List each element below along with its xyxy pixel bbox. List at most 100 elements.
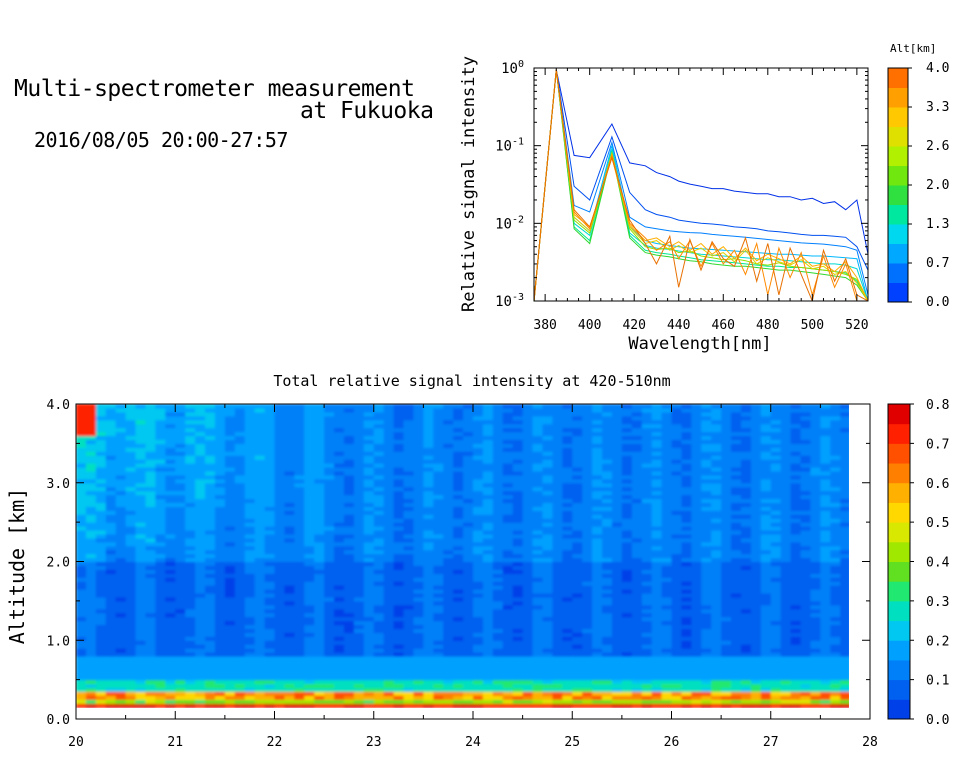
heatmap-cell	[542, 451, 554, 456]
heatmap-cell	[264, 447, 276, 452]
heatmap-cell	[512, 695, 524, 700]
heatmap-cell	[125, 498, 137, 504]
heatmap-cell	[641, 459, 653, 464]
heatmap-cell	[413, 565, 424, 570]
heatmap-cell	[651, 593, 663, 598]
heatmap-cell	[631, 490, 643, 496]
heatmap-cell	[592, 526, 603, 531]
heatmap-cell	[324, 470, 335, 476]
heatmap-cell	[502, 404, 514, 409]
heatmap-cell	[611, 691, 623, 696]
heatmap-cell	[592, 482, 603, 488]
heatmap-cell	[423, 608, 434, 614]
heatmap-cell	[343, 604, 355, 610]
heatmap-cell	[95, 431, 107, 437]
heatmap-cell	[621, 463, 633, 468]
heatmap-cell	[85, 463, 97, 468]
heatmap-cell	[145, 506, 157, 511]
heatmap-cell	[403, 474, 415, 480]
heatmap-cell	[264, 644, 276, 649]
heatmap-cell	[195, 612, 206, 618]
heatmap-cell	[423, 604, 434, 610]
heatmap-cell	[115, 604, 127, 610]
heatmap-cell	[681, 659, 692, 665]
heatmap-cell	[592, 537, 603, 543]
heatmap-cell	[453, 470, 464, 476]
heatmap-cell	[473, 553, 484, 559]
heatmap-cell	[641, 624, 653, 630]
heatmap-cell	[651, 671, 663, 677]
heatmap-cell	[254, 537, 266, 543]
heatmap-cell	[334, 443, 345, 448]
heatmap-cell	[492, 644, 504, 649]
heatmap-cell	[592, 447, 603, 452]
heatmap-cell	[155, 443, 166, 448]
heatmap-cell	[681, 593, 692, 598]
heatmap-cell	[473, 608, 484, 614]
heatmap-cell	[453, 427, 464, 433]
heatmap-cell	[691, 624, 702, 630]
heatmap-cell	[324, 593, 335, 598]
heatmap-cell	[145, 415, 157, 421]
heatmap-cell	[224, 659, 236, 665]
heatmap-cell	[383, 537, 395, 543]
heatmap-cell	[621, 581, 633, 586]
heatmap-cell	[592, 679, 603, 685]
heatmap-cell	[125, 604, 137, 610]
heatmap-cell	[205, 644, 216, 649]
heatmap-cell	[294, 663, 305, 669]
heatmap-cell	[214, 565, 226, 570]
heatmap-cell	[522, 490, 534, 496]
heatmap-cell	[552, 557, 563, 563]
heatmap-cell	[363, 482, 375, 488]
heatmap-cell	[552, 411, 563, 417]
heatmap-cell	[631, 593, 643, 598]
heatmap-cell	[165, 604, 176, 610]
heatmap-cell	[324, 526, 335, 531]
heatmap-cell	[284, 596, 295, 602]
altitude-colorbar-label: 3.3	[926, 100, 949, 115]
heatmap-cell	[185, 459, 196, 464]
heatmap-cell	[254, 683, 266, 689]
heatmap-cell	[631, 640, 643, 645]
heatmap-cell	[631, 404, 643, 409]
heatmap-cell	[135, 526, 147, 531]
heatmap-cell	[105, 644, 117, 649]
heatmap-cell	[135, 510, 147, 515]
heatmap-cell	[641, 557, 653, 563]
heatmap-cell	[641, 577, 653, 582]
heatmap-cell	[681, 486, 692, 492]
heatmap-cell	[205, 514, 216, 519]
heatmap-cell	[334, 624, 345, 630]
heatmap-cell	[205, 687, 216, 693]
heatmap-cell	[115, 648, 127, 653]
heatmap-cell	[105, 498, 117, 504]
heatmap-cell	[691, 604, 702, 610]
heatmap-cell	[492, 616, 504, 622]
heatmap-cell	[582, 435, 593, 441]
heatmap-cell	[413, 585, 424, 590]
heatmap-cell	[76, 553, 87, 559]
heatmap-cell	[512, 600, 524, 606]
heatmap-cell	[244, 596, 256, 602]
heatmap-cell	[641, 699, 653, 704]
heatmap-cell	[254, 593, 266, 598]
heatmap-cell	[274, 628, 286, 633]
heatmap-cell	[304, 553, 315, 559]
heatmap-cell	[145, 474, 157, 480]
heatmap-cell	[324, 683, 335, 689]
heatmap-cell	[681, 494, 692, 500]
heatmap-cell	[76, 427, 87, 433]
heatmap-cell	[85, 577, 97, 582]
heatmap-cell	[443, 612, 454, 618]
heatmap-cell	[314, 585, 325, 590]
heatmap-cell	[671, 451, 683, 456]
heatmap-cell	[463, 573, 474, 578]
heatmap-cell	[274, 691, 286, 696]
heatmap-cell	[502, 691, 514, 696]
heatmap-cell	[195, 415, 206, 421]
heatmap-cell	[363, 486, 375, 492]
heatmap-cell	[135, 671, 147, 677]
heatmap-cell	[463, 530, 474, 535]
heatmap-cell	[572, 612, 583, 618]
